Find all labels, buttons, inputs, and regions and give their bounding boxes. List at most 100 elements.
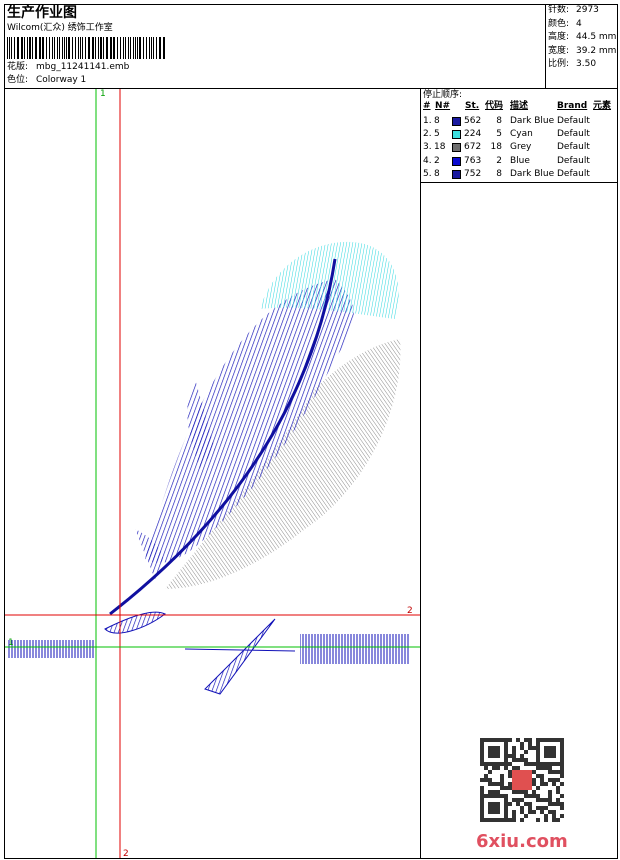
qr-module (484, 766, 488, 770)
barcode-bar (80, 37, 81, 59)
qr-module (536, 794, 540, 798)
qr-module (560, 766, 564, 770)
barcode-bar (92, 37, 94, 59)
column-header: 描述 (510, 101, 529, 111)
row-index: 2. (423, 129, 432, 140)
qr-module (516, 790, 520, 794)
qr-module (536, 762, 540, 766)
qr-module (536, 774, 540, 778)
qr-module (548, 794, 552, 798)
description: Blue (510, 155, 530, 166)
barcode-bar (123, 37, 124, 59)
barcode-bar (24, 37, 25, 59)
qr-module (488, 790, 492, 794)
qr-module (544, 814, 548, 818)
feather-barbs (135, 379, 215, 579)
qr-module (548, 766, 552, 770)
description: Grey (510, 142, 532, 153)
qr-module (536, 754, 540, 758)
qr-module (528, 810, 532, 814)
qr-module (532, 790, 536, 794)
colorway-label: 色位: (7, 75, 29, 85)
feather-grey (165, 339, 401, 589)
qr-module (532, 770, 536, 774)
qr-module (544, 798, 548, 802)
qr-module (536, 746, 540, 750)
qr-module (556, 818, 560, 822)
qr-module (492, 794, 496, 798)
barcode-bar (85, 37, 86, 59)
barcode-bar (29, 37, 31, 59)
qr-module (492, 766, 496, 770)
qr-module (488, 746, 492, 750)
qr-module (484, 762, 488, 766)
qr-module (484, 738, 488, 742)
qr-module (520, 798, 524, 802)
stop-sequence-title: 停止顺序: (423, 90, 463, 100)
qr-module (560, 782, 564, 786)
stitch-row (7, 640, 97, 658)
qr-module (484, 818, 488, 822)
barcode-bar (120, 37, 121, 59)
info-label: 针数: (548, 5, 570, 15)
qr-module (560, 754, 564, 758)
qr-module (548, 778, 552, 782)
qr-module (556, 790, 560, 794)
color-swatch (452, 143, 461, 153)
qr-module (500, 818, 504, 822)
qr-module (480, 802, 484, 806)
barcode (7, 37, 165, 59)
qr-module (488, 750, 492, 754)
qr-module (552, 770, 556, 774)
brand: Default (557, 168, 590, 179)
qr-module (536, 742, 540, 746)
qr-module (528, 806, 532, 810)
qr-module (500, 782, 504, 786)
barcode-bar (72, 37, 73, 59)
qr-module (512, 750, 516, 754)
barcode-bar (133, 37, 134, 59)
feather-base (104, 611, 296, 695)
color-swatch (452, 156, 461, 166)
qr-module (492, 750, 496, 754)
qr-module (556, 802, 560, 806)
qr-module (496, 746, 500, 750)
feather-shaft (109, 258, 337, 616)
divider (545, 4, 546, 88)
column-header: Brand (557, 101, 588, 111)
brand: Default (557, 155, 590, 166)
qr-module (508, 754, 512, 758)
qr-module (520, 818, 524, 822)
qr-module (556, 770, 560, 774)
qr-module (496, 810, 500, 814)
barcode-bar (39, 37, 41, 59)
qr-module (512, 790, 516, 794)
qr-module (488, 778, 492, 782)
qr-module (504, 814, 508, 818)
barcode-bar (7, 37, 8, 59)
qr-module (552, 762, 556, 766)
qr-module (524, 802, 528, 806)
qr-module (552, 738, 556, 742)
qr-module (508, 774, 512, 778)
qr-module (548, 746, 552, 750)
qr-module (480, 758, 484, 762)
qr-module (512, 810, 516, 814)
qr-module (516, 738, 520, 742)
barcode-bar (113, 37, 115, 59)
qr-module (536, 806, 540, 810)
watermark: 6xiu.com (476, 831, 568, 852)
qr-module (504, 786, 508, 790)
qr-module (488, 794, 492, 798)
qr-module (552, 814, 556, 818)
barcode-bar (21, 37, 23, 59)
qr-module (496, 766, 500, 770)
barcode-bar (82, 37, 83, 59)
barcode-bar (137, 37, 138, 59)
qr-module (524, 814, 528, 818)
barcode-bar (110, 37, 112, 59)
description: Dark Blue (510, 168, 555, 179)
barcode-bar (125, 37, 126, 59)
description: Dark Blue (510, 116, 555, 126)
qr-module (528, 762, 532, 766)
